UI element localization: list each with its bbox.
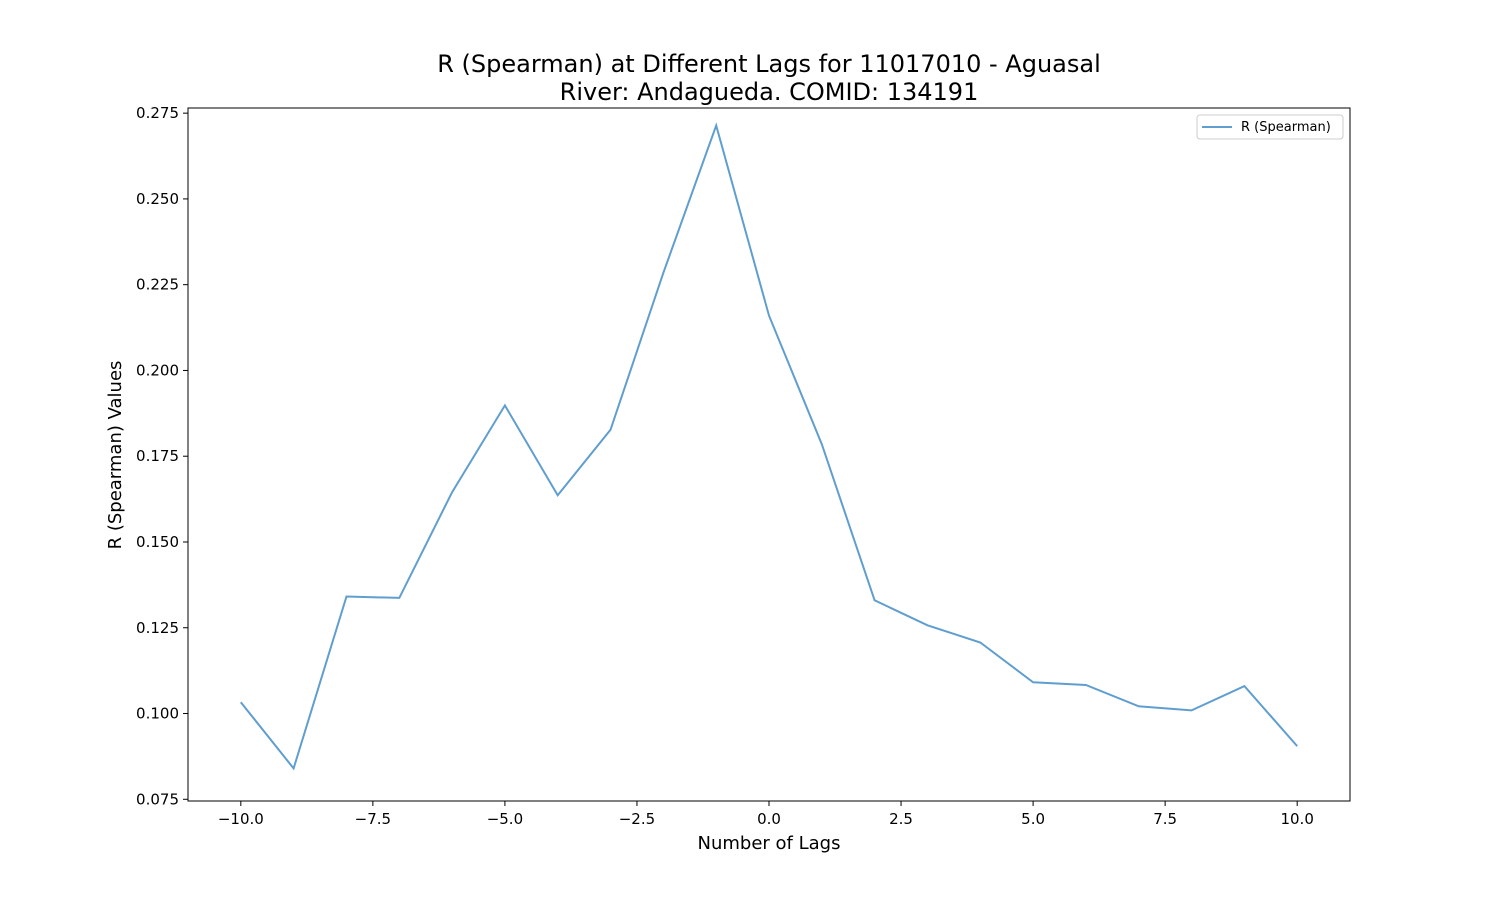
y-axis-label: R (Spearman) Values (105, 361, 126, 550)
series-layer (240, 122, 1298, 771)
x-tick-label: 5.0 (1021, 810, 1045, 828)
legend: R (Spearman) (1196, 114, 1344, 140)
y-tick-label: 0.200 (136, 361, 179, 379)
y-tick-label: 0.225 (136, 276, 179, 294)
x-tick-label: 0.0 (757, 810, 781, 828)
x-tick-label: 10.0 (1280, 810, 1313, 828)
y-tick-label: 0.075 (136, 790, 179, 808)
plot-frame (187, 107, 1351, 802)
x-tick-label: −10.0 (218, 810, 264, 828)
x-tick-label: 2.5 (889, 810, 913, 828)
y-axis: 0.075 0.100 0.125 0.150 0.175 0.200 0.225 0.250… (136, 104, 188, 808)
x-tick-label: −5.0 (487, 810, 523, 828)
x-tick-label: 7.5 (1153, 810, 1177, 828)
y-tick-label: 0.150 (136, 533, 179, 551)
series-line-r-spearman (240, 122, 1298, 771)
y-tick-label: 0.275 (136, 104, 179, 122)
x-axis: −10.0 −7.5 −5.0 −2.5 0.0 2.5 5.0 7.5 10.0 (218, 801, 1314, 828)
x-tick-label: −7.5 (355, 810, 391, 828)
chart-title: R (Spearman) at Different Lags for 11017… (437, 50, 1101, 78)
legend-label: R (Spearman) (1241, 120, 1331, 135)
plot-area (188, 108, 1350, 801)
y-tick-label: 0.100 (136, 705, 179, 723)
y-tick-label: 0.250 (136, 190, 179, 208)
x-axis-label: Number of Lags (698, 833, 841, 854)
x-tick-label: −2.5 (619, 810, 655, 828)
chart-subtitle: River: Andagueda. COMID: 134191 (560, 78, 979, 106)
y-tick-label: 0.125 (136, 619, 179, 637)
y-tick-label: 0.175 (136, 447, 179, 465)
legend-box (1196, 114, 1344, 140)
